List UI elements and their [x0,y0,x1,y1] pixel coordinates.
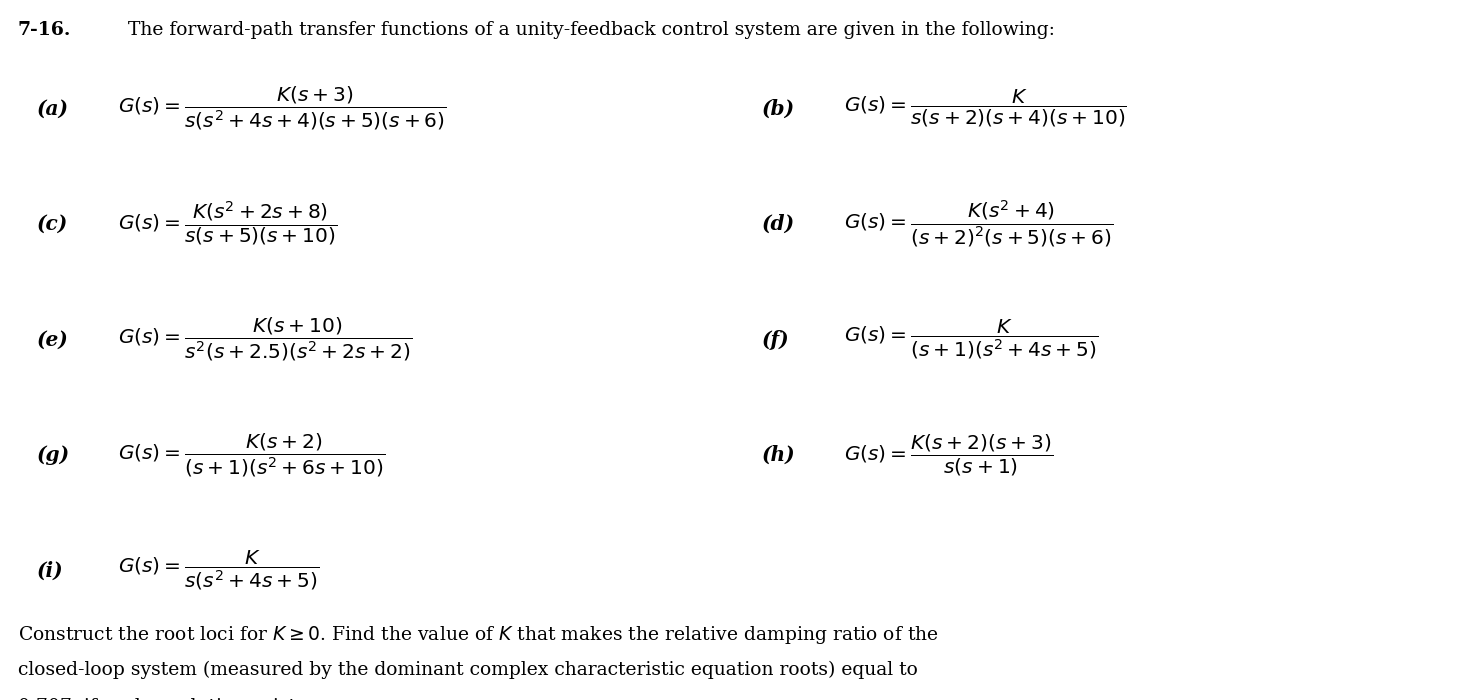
Text: (b): (b) [762,99,795,118]
Text: $G(s) = \dfrac{K}{s(s+2)(s+4)(s+10)}$: $G(s) = \dfrac{K}{s(s+2)(s+4)(s+10)}$ [844,88,1126,129]
Text: $G(s) = \dfrac{K(s^{2}+2s+8)}{s(s+5)(s+10)}$: $G(s) = \dfrac{K(s^{2}+2s+8)}{s(s+5)(s+1… [118,200,337,248]
Text: (c): (c) [37,214,68,234]
Text: (f): (f) [762,330,790,349]
Text: closed-loop system (measured by the dominant complex characteristic equation roo: closed-loop system (measured by the domi… [18,661,918,679]
Text: $G(s) = \dfrac{K(s+2)}{(s+1)(s^{2}+6s+10)}$: $G(s) = \dfrac{K(s+2)}{(s+1)(s^{2}+6s+10… [118,431,385,479]
Text: (a): (a) [37,99,70,118]
Text: $G(s) = \dfrac{K(s^{2}+4)}{(s+2)^{2}(s+5)(s+6)}$: $G(s) = \dfrac{K(s^{2}+4)}{(s+2)^{2}(s+5… [844,199,1113,249]
Text: $G(s) = \dfrac{K(s+3)}{s(s^{2}+4s+4)(s+5)(s+6)}$: $G(s) = \dfrac{K(s+3)}{s(s^{2}+4s+4)(s+5… [118,85,447,132]
Text: $G(s) = \dfrac{K}{s(s^{2}+4s+5)}$: $G(s) = \dfrac{K}{s(s^{2}+4s+5)}$ [118,549,320,592]
Text: The forward-path transfer functions of a unity-feedback control system are given: The forward-path transfer functions of a… [110,21,1054,39]
Text: (d): (d) [762,214,795,234]
Text: (h): (h) [762,445,796,465]
Text: (g): (g) [37,445,70,465]
Text: (i): (i) [37,561,64,580]
Text: Construct the root loci for $K \geq 0$. Find the value of $K$ that makes the rel: Construct the root loci for $K \geq 0$. … [18,624,938,646]
Text: $G(s) = \dfrac{K(s+2)(s+3)}{s(s+1)}$: $G(s) = \dfrac{K(s+2)(s+3)}{s(s+1)}$ [844,433,1052,477]
Text: 0.707, if such a solution exists.: 0.707, if such a solution exists. [18,697,311,700]
Text: 7-16.: 7-16. [18,21,71,39]
Text: (e): (e) [37,330,68,349]
Text: $G(s) = \dfrac{K(s+10)}{s^{2}(s+2.5)(s^{2}+2s+2)}$: $G(s) = \dfrac{K(s+10)}{s^{2}(s+2.5)(s^{… [118,316,413,363]
Text: $G(s) = \dfrac{K}{(s+1)(s^{2}+4s+5)}$: $G(s) = \dfrac{K}{(s+1)(s^{2}+4s+5)}$ [844,318,1098,361]
